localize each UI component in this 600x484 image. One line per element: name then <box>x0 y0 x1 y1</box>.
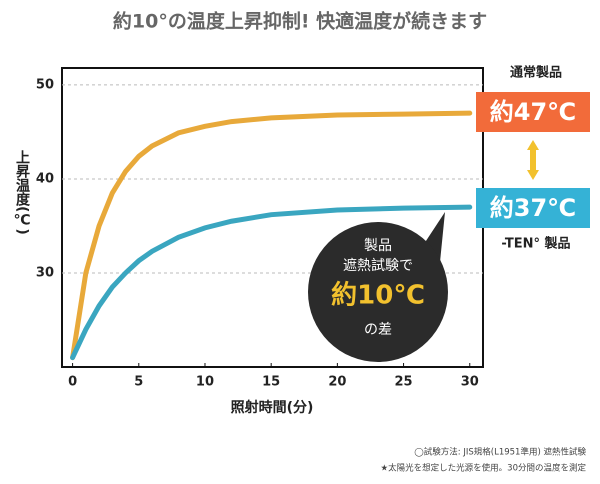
x-tick-label: 20 <box>328 375 346 390</box>
callout-text: の差 <box>364 322 392 338</box>
footnote: ◯試験方法: JIS規格(L1951準用) 遮熱性試験 <box>414 447 586 458</box>
series-line <box>70 204 473 361</box>
legend-entry: -TEN° 製品 <box>501 236 570 252</box>
callout-text: 製品 <box>364 238 392 254</box>
end-label-box <box>476 92 590 132</box>
callout-text: 約10℃ <box>331 280 425 311</box>
x-tick-label: 5 <box>134 375 143 390</box>
callout-bubble <box>308 222 448 362</box>
end-label: 約47℃ <box>490 98 576 126</box>
y-tick-label: 50 <box>36 77 54 92</box>
x-tick-label: 10 <box>196 375 214 390</box>
y-tick-label: 30 <box>36 265 54 280</box>
y-tick-label: 40 <box>36 171 54 186</box>
x-tick-label: 25 <box>395 375 413 390</box>
x-tick-label: 30 <box>461 375 479 390</box>
difference-arrow <box>527 140 539 180</box>
y-axis-label: 上昇温度(℃) <box>13 150 30 235</box>
x-axis-label: 照射時間(分) <box>231 399 314 416</box>
x-tick-label: 15 <box>262 375 280 390</box>
chart-title: 約10°の温度上昇抑制! 快適温度が続きます <box>113 10 487 33</box>
series-line <box>70 110 473 361</box>
end-label-box <box>476 188 590 228</box>
callout-text: 遮熱試験で <box>343 258 413 274</box>
legend-entry: 通常製品 <box>510 65 562 81</box>
end-label: 約37℃ <box>490 194 576 222</box>
footnote: ★太陽光を想定した光源を使用。30分間の温度を測定 <box>381 463 587 474</box>
x-tick-label: 0 <box>68 375 77 390</box>
